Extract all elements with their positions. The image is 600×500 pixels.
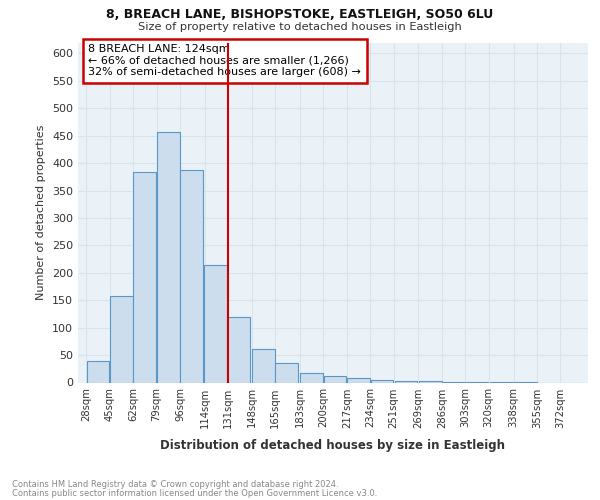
X-axis label: Distribution of detached houses by size in Eastleigh: Distribution of detached houses by size … — [161, 439, 505, 452]
Text: 8 BREACH LANE: 124sqm
← 66% of detached houses are smaller (1,266)
32% of semi-d: 8 BREACH LANE: 124sqm ← 66% of detached … — [88, 44, 361, 78]
Text: Size of property relative to detached houses in Eastleigh: Size of property relative to detached ho… — [138, 22, 462, 32]
Text: Contains HM Land Registry data © Crown copyright and database right 2024.: Contains HM Land Registry data © Crown c… — [12, 480, 338, 489]
Bar — [181, 170, 203, 382]
Bar — [157, 132, 179, 382]
Bar — [133, 172, 156, 382]
Bar — [86, 360, 109, 382]
Bar — [204, 264, 227, 382]
Bar — [275, 364, 298, 382]
Text: 8, BREACH LANE, BISHOPSTOKE, EASTLEIGH, SO50 6LU: 8, BREACH LANE, BISHOPSTOKE, EASTLEIGH, … — [106, 8, 494, 20]
Bar — [227, 316, 250, 382]
Bar — [300, 373, 323, 382]
Bar — [323, 376, 346, 382]
Bar — [371, 380, 394, 382]
Bar — [110, 296, 133, 382]
Y-axis label: Number of detached properties: Number of detached properties — [37, 125, 46, 300]
Bar — [395, 381, 418, 382]
Bar — [347, 378, 370, 382]
Bar — [252, 348, 275, 382]
Text: Contains public sector information licensed under the Open Government Licence v3: Contains public sector information licen… — [12, 488, 377, 498]
